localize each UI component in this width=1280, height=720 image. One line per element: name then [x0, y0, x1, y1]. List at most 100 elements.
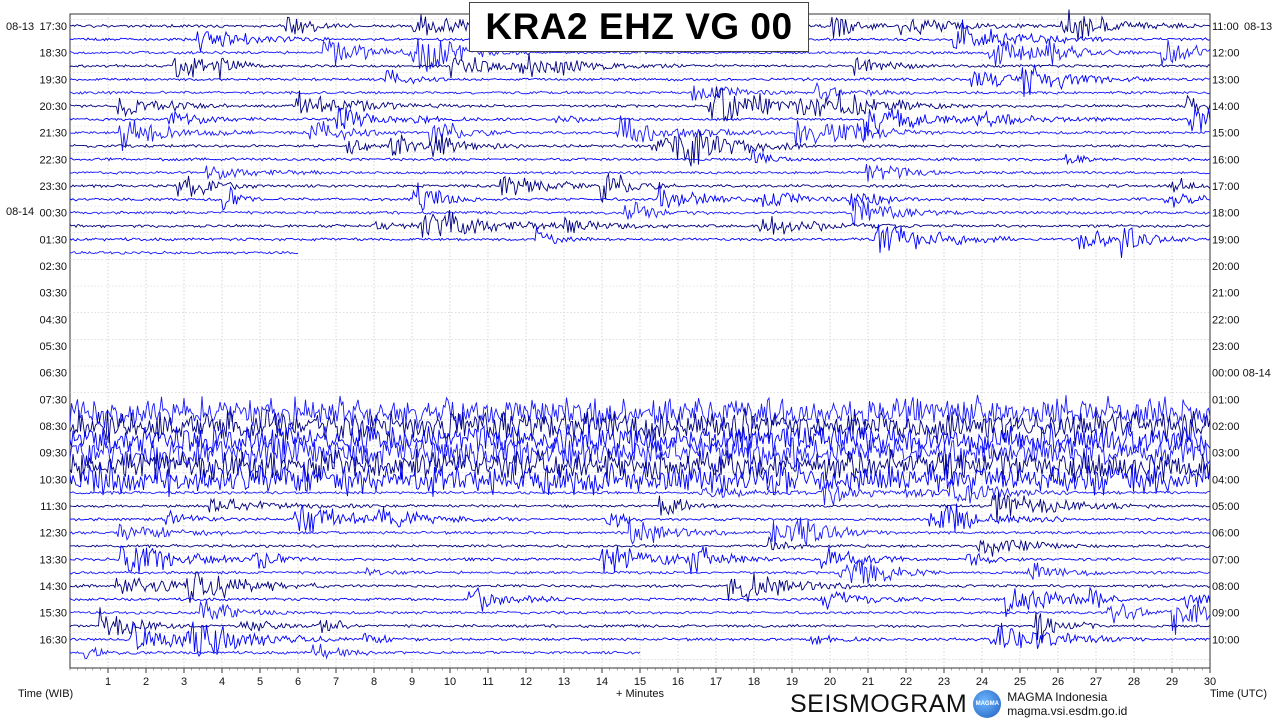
trace-row — [69, 558, 1211, 584]
right-hour-label: 10:00 — [1212, 634, 1240, 646]
left-hour-label: 20:30 — [39, 101, 67, 113]
x-tick-label: 23 — [938, 676, 950, 688]
x-tick-label: 26 — [1052, 676, 1064, 688]
trace-row — [69, 516, 1211, 546]
left-hour-label: 22:30 — [39, 154, 67, 166]
trace-row — [69, 130, 1211, 167]
left-hour-label: 19:30 — [39, 74, 67, 86]
trace-row — [69, 448, 1211, 484]
left-hour-label: 03:30 — [39, 288, 67, 300]
trace-row — [69, 491, 1211, 522]
right-hour-label: 22:00 — [1212, 314, 1240, 326]
left-hour-label: 12:30 — [39, 528, 67, 540]
left-date-label: 08-13 — [6, 21, 34, 33]
left-hour-label: 18:30 — [39, 48, 67, 60]
left-hour-label: 04:30 — [39, 314, 67, 326]
left-hour-label: 14:30 — [39, 581, 67, 593]
right-hour-label: 07:00 — [1212, 554, 1240, 566]
trace-row — [69, 250, 299, 255]
trace-row — [69, 181, 1211, 212]
left-hour-label: 13:30 — [39, 554, 67, 566]
x-tick-label: 16 — [672, 676, 684, 688]
trace-row — [69, 435, 1211, 470]
right-hour-label: 06:00 — [1212, 528, 1240, 540]
right-hour-label: 03:00 — [1212, 448, 1240, 460]
x-label-center: + Minutes — [616, 688, 664, 700]
x-tick-label: 29 — [1166, 676, 1178, 688]
x-tick-label: 2 — [143, 676, 149, 688]
right-hour-label: 00:00 08-14 — [1212, 368, 1271, 380]
seismogram-label: SEISMOGRAM — [790, 689, 968, 718]
trace-row — [69, 461, 1211, 498]
left-hour-label: 01:30 — [39, 234, 67, 246]
x-tick-label: 17 — [710, 676, 722, 688]
x-tick-label: 28 — [1128, 676, 1140, 688]
right-hour-label: 13:00 — [1212, 74, 1240, 86]
left-hour-label: 23:30 — [39, 181, 67, 193]
right-hour-label: 05:00 — [1212, 501, 1240, 513]
x-tick-label: 27 — [1090, 676, 1102, 688]
trace-row — [69, 394, 1211, 431]
trace-row — [69, 148, 1211, 166]
brand-org: MAGMA Indonesia — [1007, 690, 1108, 704]
trace-row — [69, 536, 1211, 557]
magma-logo-text: MAGMA — [975, 701, 999, 707]
trace-row — [69, 600, 1211, 635]
trace-row — [69, 64, 1211, 97]
trace-row — [69, 621, 1211, 658]
left-hour-label: 06:30 — [39, 368, 67, 380]
chart-title: KRA2 EHZ VG 00 — [469, 2, 809, 52]
x-tick-label: 13 — [558, 676, 570, 688]
left-hour-label: 15:30 — [39, 608, 67, 620]
chart-title-text: KRA2 EHZ VG 00 — [485, 6, 793, 47]
trace-row — [69, 408, 1211, 444]
trace-row — [69, 571, 1211, 603]
left-hour-label: 07:30 — [39, 394, 67, 406]
trace-row — [69, 37, 1211, 72]
right-hour-label: 23:00 — [1212, 341, 1240, 353]
magma-logo-icon: MAGMA — [973, 690, 1002, 718]
trace-row — [69, 478, 1211, 506]
x-tick-label: 18 — [748, 676, 760, 688]
right-hour-label: 16:00 — [1212, 154, 1240, 166]
left-hour-label: 10:30 — [39, 474, 67, 486]
x-label-left: Time (WIB) — [18, 688, 73, 700]
footer-brand: SEISMOGRAM MAGMA MAGMA Indonesia magma.v… — [790, 690, 1127, 718]
trace-row — [69, 107, 1211, 141]
x-tick-label: 11 — [482, 676, 493, 688]
trace-row — [69, 545, 1211, 574]
right-hour-label: 02:00 — [1212, 421, 1240, 433]
x-tick-label: 22 — [900, 676, 912, 688]
right-hour-label: 11:00 — [1212, 21, 1239, 33]
right-hour-label: 14:00 — [1212, 101, 1240, 113]
left-hour-label: 11:30 — [40, 501, 67, 513]
brand-url: magma.vsi.esdm.go.id — [1007, 704, 1128, 718]
trace-row — [69, 643, 641, 660]
trace-row — [69, 86, 1211, 122]
x-label-right: Time (UTC) — [1210, 688, 1267, 700]
trace-row — [69, 421, 1211, 458]
right-hour-label: 15:00 — [1212, 128, 1240, 140]
left-hour-label: 08:30 — [39, 421, 67, 433]
x-tick-label: 6 — [295, 676, 301, 688]
trace-row — [69, 115, 1211, 151]
trace-row — [69, 198, 1211, 227]
right-hour-label: 01:00 — [1212, 394, 1240, 406]
x-tick-label: 15 — [634, 676, 646, 688]
x-tick-label: 9 — [409, 676, 415, 688]
left-hour-label: 16:30 — [39, 634, 67, 646]
right-hour-label: 18:00 — [1212, 208, 1240, 220]
x-tick-label: 20 — [824, 676, 836, 688]
left-hour-label: 17:30 — [39, 21, 67, 33]
trace-row — [69, 164, 1211, 182]
left-hour-label: 21:30 — [39, 128, 67, 140]
trace-row — [69, 607, 1211, 641]
left-date-label: 08-14 — [6, 206, 34, 218]
right-hour-label: 20:00 — [1212, 261, 1240, 273]
right-hour-label: 04:00 — [1212, 474, 1240, 486]
x-tick-label: 5 — [257, 676, 263, 688]
x-tick-label: 1 — [105, 676, 111, 688]
x-tick-label: 3 — [181, 676, 187, 688]
left-hour-label: 09:30 — [39, 448, 67, 460]
